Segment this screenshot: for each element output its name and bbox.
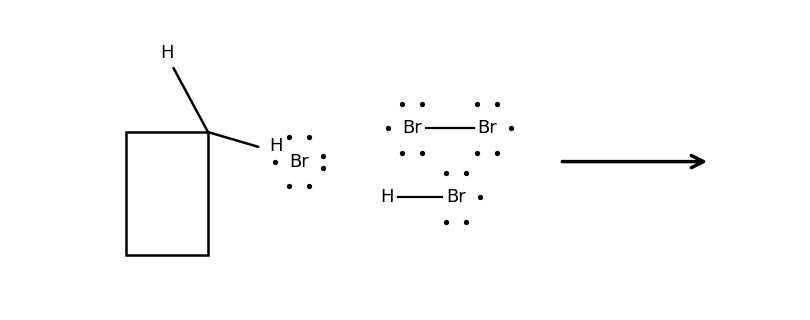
Text: Br: Br — [477, 119, 497, 137]
Text: H: H — [160, 44, 174, 62]
Bar — [126, 132, 208, 255]
Text: H: H — [380, 188, 394, 206]
Text: Br: Br — [446, 188, 466, 206]
Text: Br: Br — [289, 153, 309, 171]
Text: H: H — [270, 137, 283, 155]
Text: Br: Br — [402, 119, 422, 137]
